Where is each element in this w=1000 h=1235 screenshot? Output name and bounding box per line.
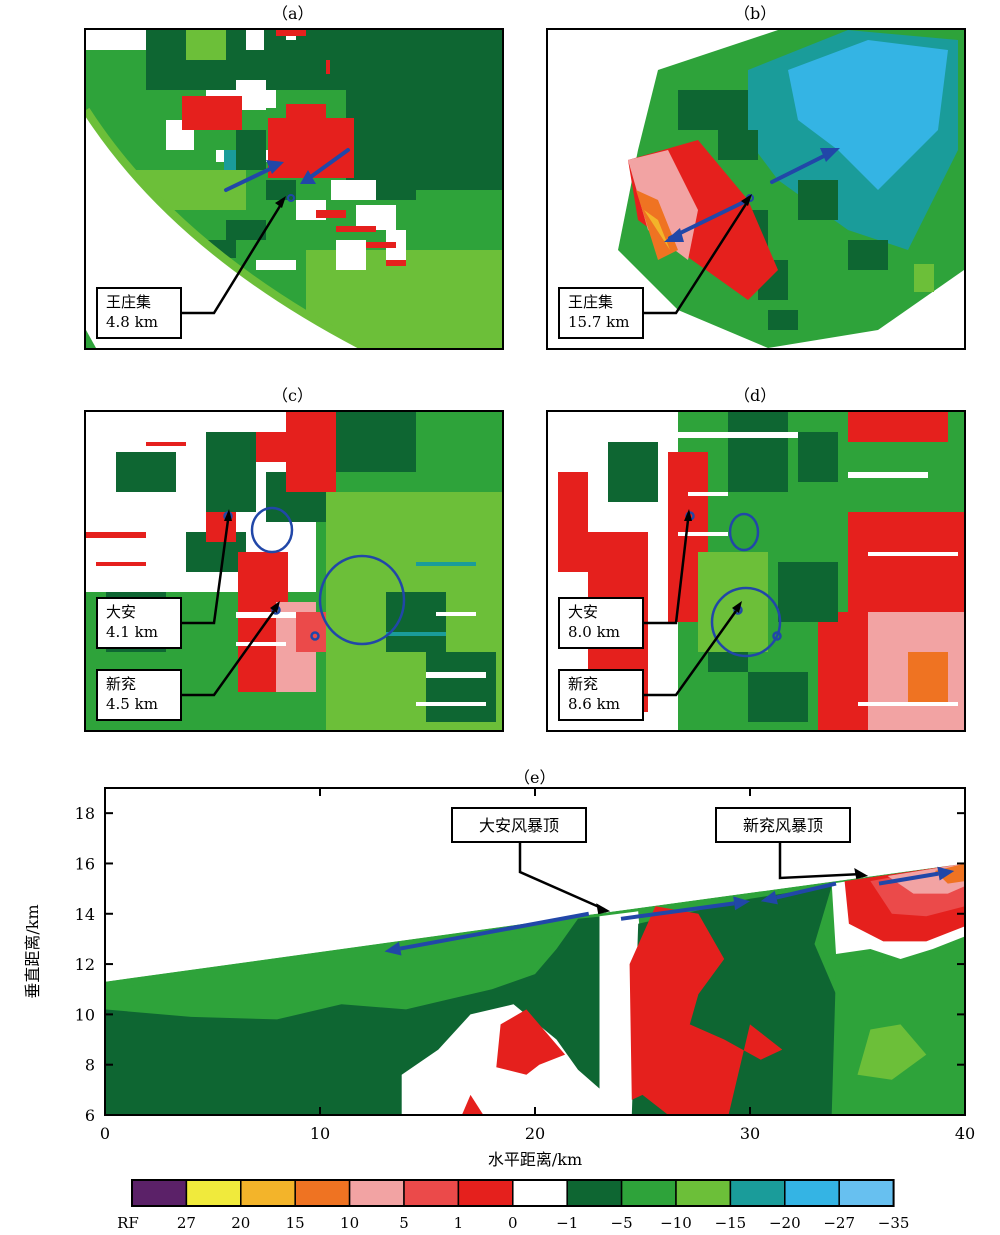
storm-top-text: 大安风暴顶 — [479, 816, 559, 835]
y-tick-label: 8 — [85, 1056, 95, 1075]
axes: 0 10 20 30 40 6 8 10 12 14 16 18 水平距离/km 垂直距离/km — [23, 787, 975, 1169]
panel-d-velocity-map — [546, 410, 966, 732]
y-tick-label: 10 — [75, 1005, 95, 1024]
colorbar-tick-label: −5 — [611, 1214, 633, 1231]
y-tick-label: 16 — [75, 854, 95, 873]
field-lightgreen-right — [857, 1024, 927, 1080]
storm-top-box — [451, 807, 587, 843]
callout-c-xinyan-height: 4.5 km — [106, 695, 158, 713]
colorbar-swatch — [784, 1179, 840, 1207]
flow-arrows — [384, 866, 955, 956]
storm-top-box — [715, 807, 851, 843]
callout-d-daan: 大安 8.0 km — [558, 597, 644, 649]
colorbar-tick-label: 20 — [231, 1214, 250, 1231]
colorbar-tick-label: −35 — [878, 1214, 910, 1231]
storm-top-arrowhead — [596, 903, 611, 915]
colorbar-swatch — [512, 1179, 568, 1207]
panel-a-label: （a） — [272, 4, 314, 23]
x-tick-label: 20 — [525, 1124, 545, 1143]
x-tick-label: 30 — [740, 1124, 760, 1143]
colorbar-swatch — [457, 1179, 514, 1207]
x-tick-label: 0 — [100, 1124, 110, 1143]
callout-d-xinyan-height: 8.6 km — [568, 695, 620, 713]
cross-section-fields — [105, 788, 965, 1115]
y-tick-label: 6 — [85, 1106, 95, 1125]
colorbar-tick-label: 27 — [177, 1214, 196, 1231]
callout-d-xinyan: 新兖 8.6 km — [558, 669, 644, 721]
panel-b-label: （b） — [734, 4, 777, 23]
callout-c-daan-name: 大安 — [106, 603, 137, 621]
panel-d-label: （d） — [734, 386, 777, 405]
flow-arrow-shaft-0 — [399, 911, 590, 951]
colorbar-tick-label: 5 — [399, 1214, 409, 1231]
colorbar-swatch — [403, 1179, 460, 1207]
x-tick-label: 40 — [955, 1124, 975, 1143]
colorbar-swatch — [240, 1179, 296, 1207]
colorbar-frame — [131, 1179, 895, 1207]
y-tick-label: 14 — [75, 905, 95, 924]
storm-top-arrowhead — [854, 868, 869, 880]
callout-b-name: 王庄集 — [568, 293, 614, 311]
callout-a-height: 4.8 km — [106, 313, 158, 331]
callout-d-xinyan-name: 新兖 — [568, 675, 599, 693]
colorbar: RF 27 20 15 10 5 1 0 −1 −5 −10 −15 −20 −27 −35 — [117, 1179, 910, 1232]
field-red-tiny — [461, 1094, 484, 1115]
colorbar-tick-label: RF — [117, 1214, 139, 1231]
x-axis-label: 水平距离/km — [488, 1150, 582, 1169]
colorbar-tick-label: 10 — [340, 1214, 359, 1231]
storm-top-callouts: 大安风暴顶 新兖风暴顶 — [451, 807, 869, 915]
colorbar-tick-label: 1 — [454, 1214, 464, 1231]
flow-arrow-shaft-1 — [620, 901, 735, 921]
flow-arrow-head-3 — [937, 866, 955, 881]
colorbar-tick-label: −27 — [823, 1214, 855, 1231]
callout-b-height: 15.7 km — [568, 313, 630, 331]
x-tick-label: 10 — [310, 1124, 330, 1143]
y-tick-label: 18 — [75, 804, 95, 823]
colorbar-swatch — [348, 1179, 405, 1207]
field-green-top — [105, 916, 578, 990]
callout-d-daan-name: 大安 — [568, 603, 599, 621]
colorbar-swatch — [131, 1179, 188, 1207]
colorbar-swatch — [294, 1179, 351, 1207]
colorbar-tick-label: 0 — [508, 1214, 518, 1231]
colorbar-tick-label: −15 — [715, 1214, 747, 1231]
panel-c-label: （c） — [272, 386, 313, 405]
callout-a-name: 王庄集 — [106, 293, 152, 311]
callout-b-station: 王庄集 15.7 km — [558, 287, 644, 339]
flow-arrow-shaft-3 — [878, 871, 939, 886]
callout-a-station: 王庄集 4.8 km — [96, 287, 182, 339]
colorbar-swatch — [566, 1179, 623, 1207]
field-red-column — [629, 906, 783, 1115]
y-tick-label: 12 — [75, 955, 95, 974]
storm-top-leader — [778, 842, 863, 880]
flow-arrow-head-0 — [384, 941, 402, 956]
flow-arrow-shaft-2 — [775, 881, 837, 900]
panel-a-velocity-map — [84, 28, 504, 350]
storm-top-text: 新兖风暴顶 — [743, 816, 823, 835]
colorbar-tick-label: −20 — [769, 1214, 801, 1231]
colorbar-swatch — [620, 1179, 677, 1207]
y-axis-label: 垂直距离/km — [23, 904, 42, 998]
colorbar-swatch — [185, 1179, 242, 1207]
colorbar-swatch — [729, 1179, 786, 1207]
callout-c-xinyan-name: 新兖 — [106, 675, 137, 693]
colorbar-tick-label: −1 — [556, 1214, 578, 1231]
storm-top-leader — [518, 842, 605, 911]
colorbar-swatch — [838, 1179, 895, 1207]
callout-d-daan-height: 8.0 km — [568, 623, 620, 641]
colorbar-swatch — [675, 1179, 732, 1207]
flow-arrow-head-1 — [733, 896, 750, 911]
colorbar-tick-label: 15 — [286, 1214, 305, 1231]
panel-e-label: （e） — [514, 768, 556, 787]
colorbar-tick-label: −10 — [660, 1214, 692, 1231]
flow-arrow-head-2 — [760, 890, 778, 905]
field-red-small — [496, 1009, 566, 1075]
callout-c-xinyan: 新兖 4.5 km — [96, 669, 182, 721]
callout-c-daan-height: 4.1 km — [106, 623, 158, 641]
callout-c-daan: 大安 4.1 km — [96, 597, 182, 649]
